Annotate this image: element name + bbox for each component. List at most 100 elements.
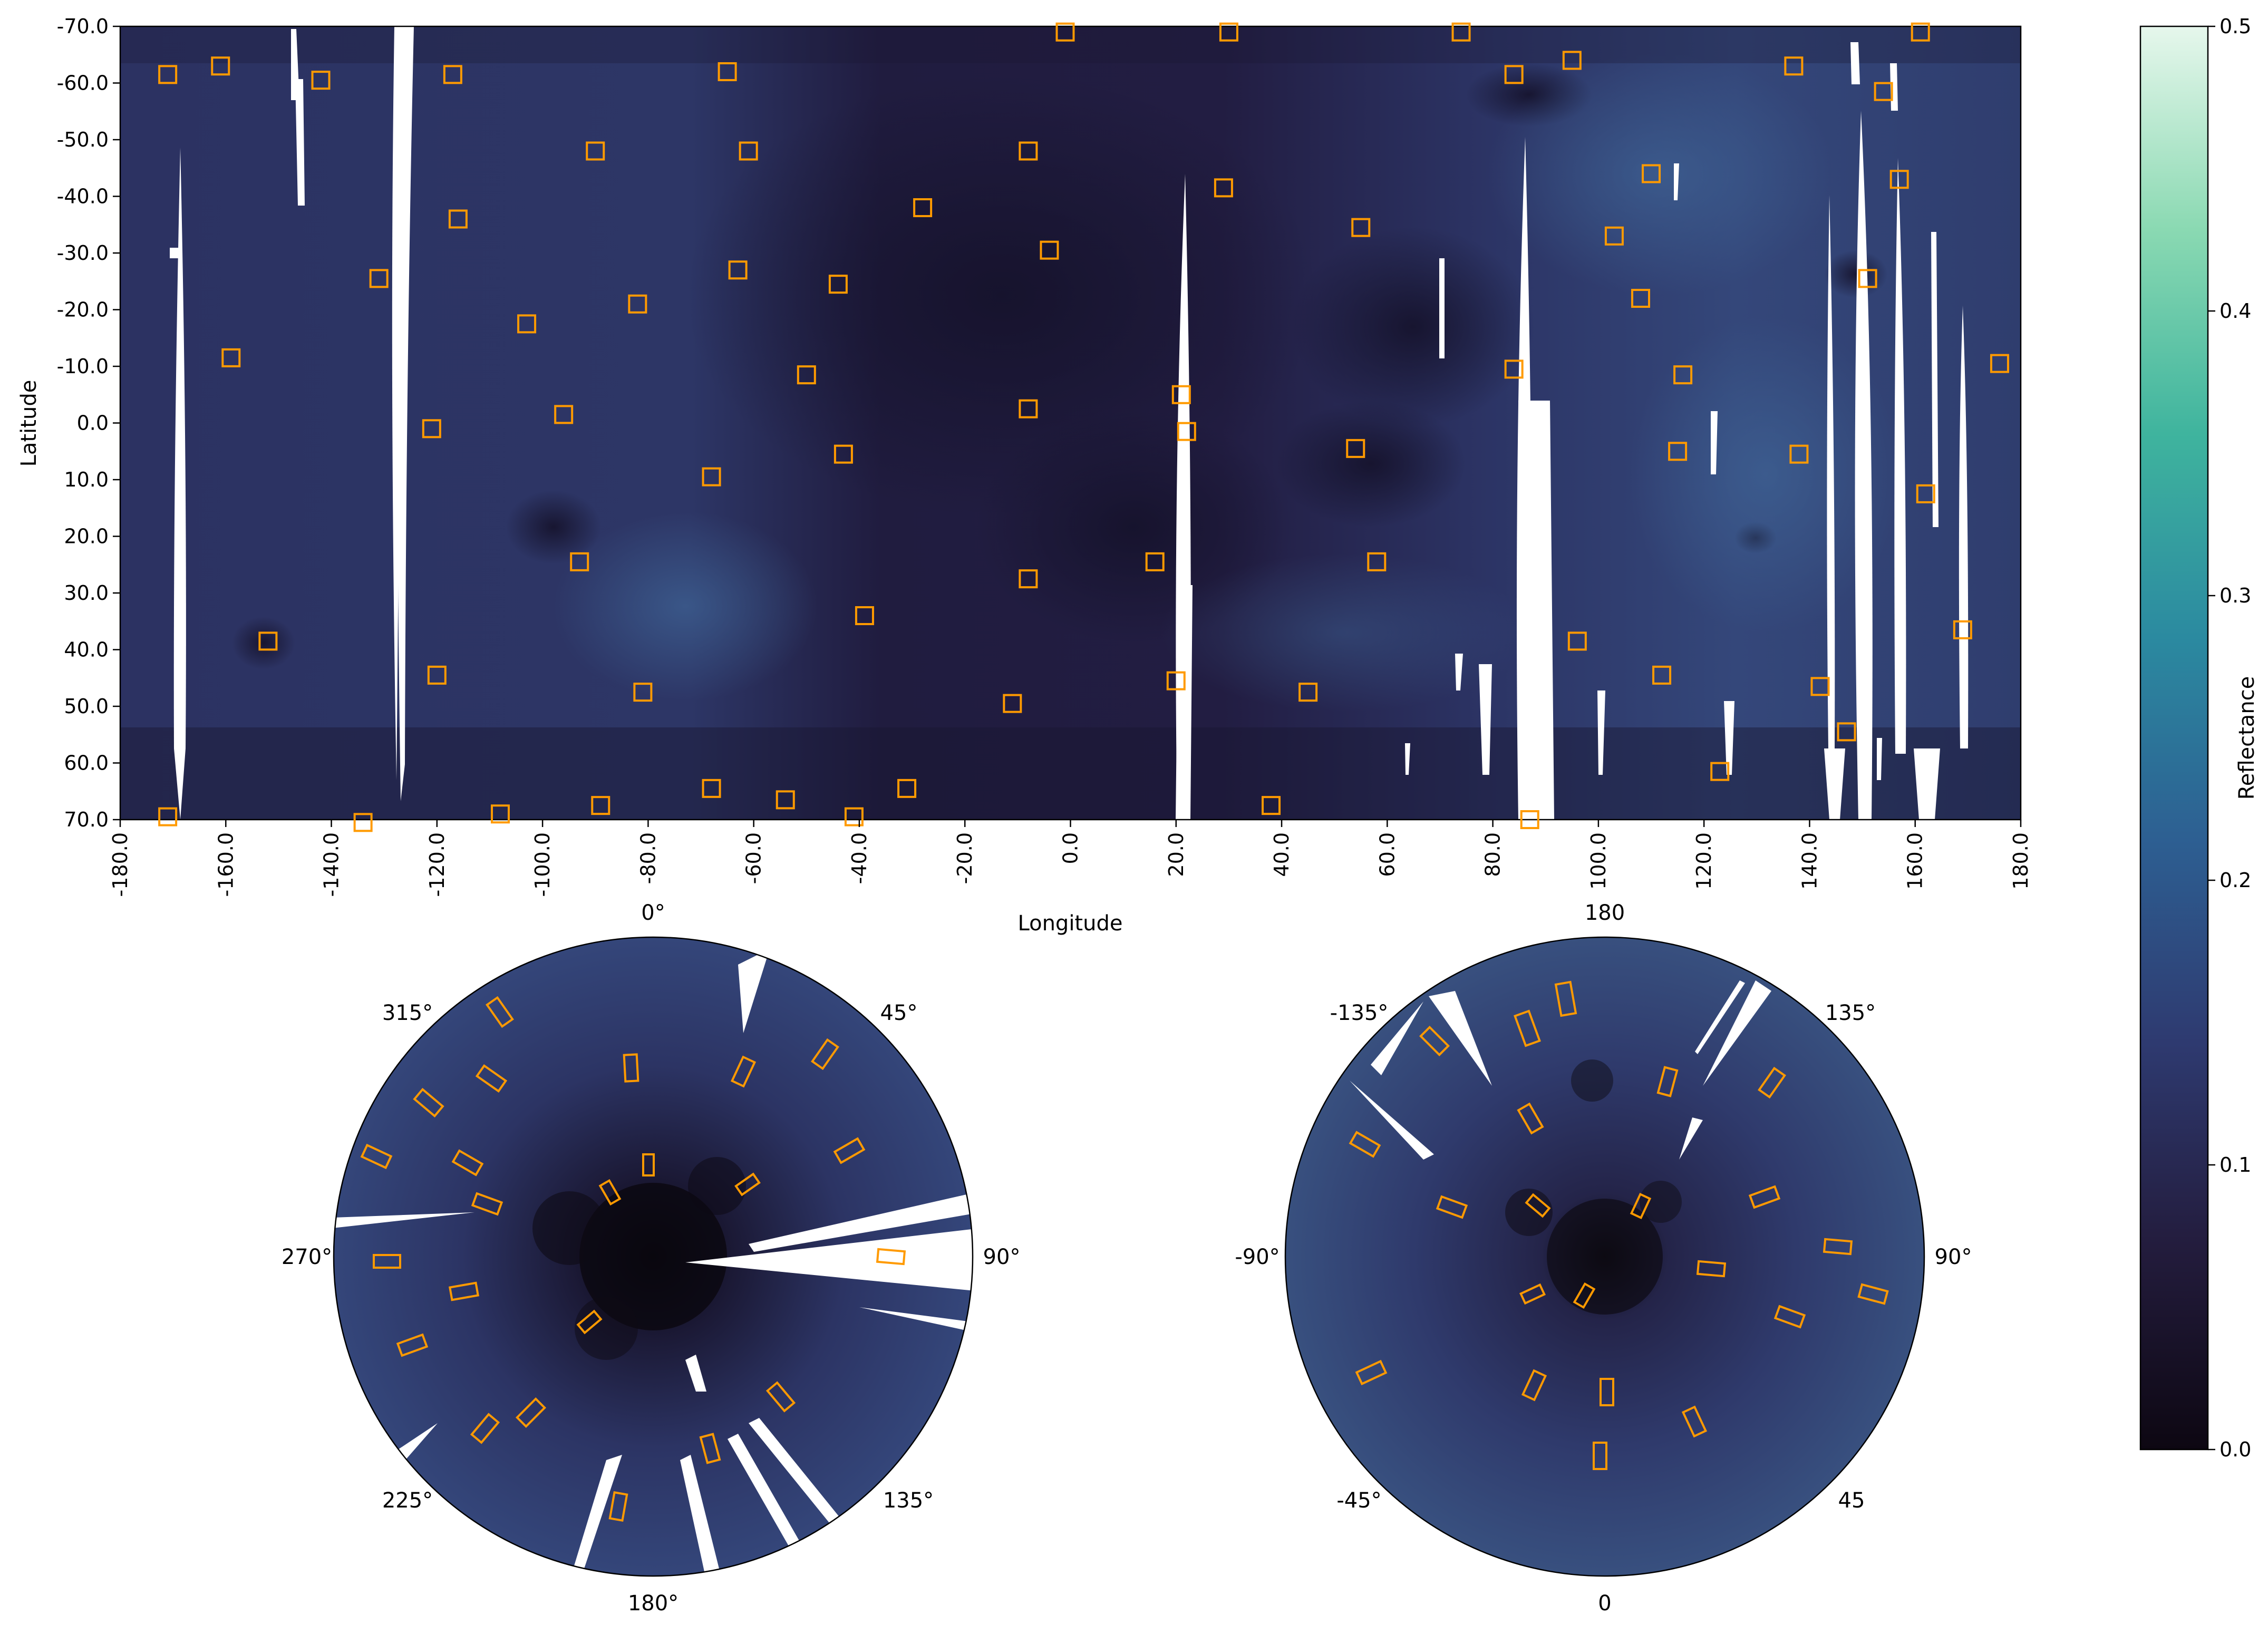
site-marker xyxy=(211,56,230,76)
site-marker xyxy=(311,71,331,90)
y-tick-label: 10.0 xyxy=(64,468,109,491)
site-marker xyxy=(1003,694,1022,713)
highland-region xyxy=(1160,553,1529,712)
colorbar-ticks: 0.0 0.1 0.2 0.3 0.4 0.5 xyxy=(2208,15,2251,1461)
mare-region xyxy=(1292,227,1534,427)
highland-region xyxy=(1629,316,1903,633)
site-marker xyxy=(1990,354,2009,373)
site-marker xyxy=(422,419,441,439)
colorbar: 0.0 0.1 0.2 0.3 0.4 0.5 Reflectance xyxy=(2139,15,2259,1461)
site-marker xyxy=(1019,569,1038,589)
site-marker xyxy=(1837,722,1856,742)
site-marker xyxy=(1889,170,1909,189)
site-marker xyxy=(1219,22,1238,42)
y-tick-label: -50.0 xyxy=(57,128,109,151)
north-polar-map: 180 135° 90° 45 0 -45° -90° -135° xyxy=(1235,901,1972,1616)
south-polar-label-45: 45° xyxy=(880,1001,918,1025)
x-tick-label: 120.0 xyxy=(1692,832,1715,890)
site-marker xyxy=(586,141,605,161)
y-tick-label: -60.0 xyxy=(57,72,109,95)
site-marker xyxy=(1214,178,1233,198)
site-marker xyxy=(1673,365,1693,385)
site-marker xyxy=(1504,359,1524,379)
site-marker xyxy=(221,348,241,367)
map-shadow-band xyxy=(120,727,2021,820)
site-marker xyxy=(1346,439,1365,458)
south-polar-label-0: 0° xyxy=(641,901,665,925)
site-marker xyxy=(158,65,178,84)
y-tick-label: -40.0 xyxy=(57,185,109,208)
site-marker xyxy=(369,269,389,288)
x-tick-label: 180.0 xyxy=(2009,832,2032,890)
site-marker xyxy=(833,444,853,464)
site-marker xyxy=(913,198,933,217)
colorbar-tick-label: 0.3 xyxy=(2219,584,2251,607)
south-polar-label-135: 135° xyxy=(883,1489,934,1513)
site-marker xyxy=(1652,665,1672,685)
north-polar-label-180: 180 xyxy=(1585,901,1625,925)
site-marker xyxy=(1911,22,1930,42)
colorbar-gradient xyxy=(2139,25,2209,1451)
mare-region xyxy=(685,74,1318,517)
x-tick-label: -100.0 xyxy=(531,832,554,897)
north-polar-label-neg45: -45° xyxy=(1336,1489,1381,1513)
site-marker xyxy=(570,552,589,571)
site-marker xyxy=(158,807,178,826)
south-polar-frame xyxy=(333,936,974,1577)
x-tick-label: -20.0 xyxy=(953,832,976,884)
site-marker xyxy=(1562,51,1582,70)
site-marker xyxy=(1916,484,1935,503)
colorbar-tick-label: 0.5 xyxy=(2219,15,2251,38)
site-marker xyxy=(897,779,917,798)
x-tick-label: -120.0 xyxy=(425,832,449,897)
mare-region xyxy=(1824,250,1887,298)
site-marker xyxy=(591,796,610,815)
site-marker xyxy=(728,260,748,280)
site-marker xyxy=(797,365,816,385)
colorbar-tick-label: 0.2 xyxy=(2219,869,2251,892)
site-marker xyxy=(517,314,537,334)
y-tick-label: 40.0 xyxy=(64,638,109,662)
north-polar-label-neg135: -135° xyxy=(1330,1001,1389,1025)
north-polar-label-45: 45 xyxy=(1838,1489,1865,1513)
colorbar-tick-label: 0.1 xyxy=(2219,1153,2251,1176)
site-marker xyxy=(1810,677,1830,696)
north-polar-frame xyxy=(1284,936,1925,1577)
data-gaps xyxy=(334,949,973,1576)
site-marker xyxy=(844,807,864,826)
x-axis: -180.0 -160.0 -140.0 -120.0 -100.0 -80.0 -60.0… xyxy=(109,820,2032,897)
x-tick-label: 40.0 xyxy=(1270,832,1293,877)
site-marker xyxy=(1858,269,1877,288)
y-tick-label: -30.0 xyxy=(57,241,109,265)
site-marker xyxy=(554,405,574,424)
north-polar-label-0: 0 xyxy=(1598,1591,1611,1616)
site-markers xyxy=(158,22,2009,832)
x-tick-label: -140.0 xyxy=(320,832,343,897)
site-marker xyxy=(633,683,653,702)
data-gaps xyxy=(1350,980,1771,1160)
y-tick-label: 60.0 xyxy=(64,752,109,775)
site-markers xyxy=(1349,980,1889,1470)
site-marker xyxy=(776,790,795,810)
site-marker xyxy=(353,813,373,832)
y-tick-label: -70.0 xyxy=(57,15,109,38)
map-shadow-band xyxy=(120,26,2021,63)
site-marker xyxy=(1604,226,1624,246)
site-marker xyxy=(1874,82,1893,101)
site-marker xyxy=(1668,442,1688,461)
north-polar-label-90: 90° xyxy=(1935,1245,1972,1269)
x-tick-label: 20.0 xyxy=(1165,832,1188,877)
colorbar-tick-label: 0.4 xyxy=(2219,299,2251,323)
x-tick-label: 100.0 xyxy=(1587,832,1610,890)
site-marker xyxy=(1642,164,1661,183)
x-tick-label: 0.0 xyxy=(1059,832,1082,864)
mare-region xyxy=(232,617,295,669)
site-marker xyxy=(828,275,848,294)
highland-region xyxy=(554,511,817,701)
site-marker xyxy=(1298,683,1318,702)
x-tick-label: -40.0 xyxy=(848,832,871,884)
south-polar-label-270: 270° xyxy=(282,1245,332,1269)
site-marker xyxy=(739,141,758,161)
site-marker xyxy=(427,665,447,685)
site-marker xyxy=(1631,289,1650,308)
